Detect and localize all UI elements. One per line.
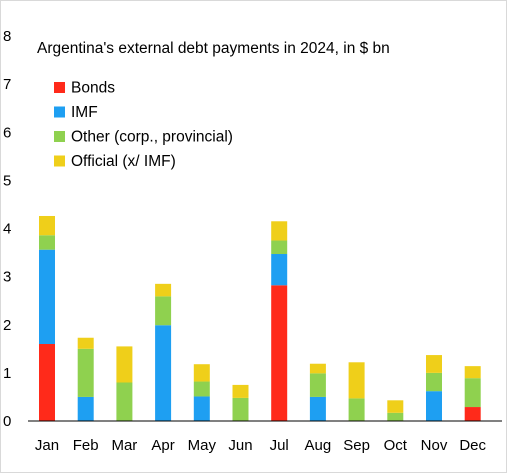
bar-segment-other-corp-provincial-oct [387, 412, 404, 421]
x-tick-label: Jul [270, 437, 289, 454]
legend-label-official-x-imf: Official (x/ IMF) [71, 153, 176, 170]
bar-segment-official-x-imf-nov [426, 355, 442, 373]
x-tick-label: Aug [305, 437, 332, 454]
bar-segment-official-x-imf-may [193, 364, 210, 382]
x-tick-label: Apr [151, 437, 174, 454]
x-tick-label: Jan [35, 437, 59, 454]
bar-segment-bonds-jul [271, 285, 288, 421]
bar-segment-other-corp-provincial-jun [232, 397, 249, 421]
bar-segment-official-x-imf-aug [309, 363, 326, 374]
legend-label-bonds: Bonds [71, 80, 115, 97]
bar-segment-imf-may [193, 396, 210, 421]
bar-segment-bonds-jan [39, 344, 55, 421]
y-tick-label: 3 [3, 269, 11, 286]
bar-segment-official-x-imf-jun [232, 384, 249, 398]
legend-swatch-other-corp-provincial [54, 131, 65, 142]
bar-segment-official-x-imf-dec [464, 366, 481, 379]
legend-label-imf: IMF [71, 104, 98, 121]
bar-segment-official-x-imf-jan [39, 215, 55, 236]
bar-segment-other-corp-provincial-may [193, 381, 210, 397]
x-tick-label: Feb [73, 437, 99, 454]
y-tick-label: 5 [3, 172, 11, 189]
bar-segment-other-corp-provincial-sep [348, 398, 365, 421]
bar-segment-other-corp-provincial-dec [464, 378, 481, 408]
bar-segment-other-corp-provincial-mar [116, 382, 133, 421]
plot-area: 0 1 2 3 4 5 6 7 8 Jan Feb Mar Apr May Jun Jul Aug Sep Oct N… [3, 28, 487, 454]
y-tick-label: 6 [3, 124, 11, 141]
bar-segment-imf-aug [309, 396, 326, 421]
legend-swatch-official-x-imf [54, 155, 65, 167]
legend: Bonds IMF Other (corp., provincial) Officia… [54, 80, 233, 170]
bar-segment-official-x-imf-mar [116, 346, 133, 383]
bar-segment-official-x-imf-apr [155, 283, 172, 297]
y-tick-label: 2 [3, 317, 11, 334]
chart-title: Argentina's external debt payments in 20… [37, 40, 390, 57]
bar-segment-imf-jul [271, 254, 288, 286]
legend-swatch-bonds [54, 82, 65, 93]
bar-segment-official-x-imf-oct [387, 400, 404, 413]
bar-segment-imf-feb [77, 396, 94, 421]
y-tick-label: 0 [3, 413, 11, 430]
x-tick-label: Oct [384, 437, 408, 454]
x-tick-label: Nov [421, 437, 448, 454]
x-tick-label: Jun [228, 437, 252, 454]
bar-segment-other-corp-provincial-nov [426, 372, 442, 392]
bar-segment-imf-apr [155, 325, 172, 421]
x-tick-label: May [188, 437, 217, 454]
bar-segment-other-corp-provincial-feb [77, 348, 94, 397]
x-tick-label: Dec [459, 437, 486, 454]
bar-segment-other-corp-provincial-aug [309, 373, 326, 397]
y-tick-label: 7 [3, 76, 11, 93]
x-tick-label: Mar [111, 437, 137, 454]
bar-segment-official-x-imf-feb [77, 337, 94, 349]
bar-segment-official-x-imf-sep [348, 362, 365, 399]
legend-swatch-imf [54, 106, 65, 118]
bar-segment-other-corp-provincial-apr [155, 296, 172, 326]
bar-segment-imf-nov [426, 391, 442, 421]
y-tick-label: 1 [3, 365, 11, 382]
bar-segment-other-corp-provincial-jul [271, 240, 288, 255]
bar-segment-official-x-imf-jul [271, 221, 288, 241]
x-tick-label: Sep [343, 437, 370, 454]
legend-label-other-corp-provincial: Other (corp., provincial) [71, 129, 233, 146]
bar-segment-other-corp-provincial-jan [39, 235, 55, 250]
bar-segment-bonds-dec [464, 407, 481, 421]
y-tick-label: 4 [3, 221, 11, 238]
bar-segment-imf-jan [39, 249, 55, 344]
y-tick-label: 8 [3, 28, 11, 45]
